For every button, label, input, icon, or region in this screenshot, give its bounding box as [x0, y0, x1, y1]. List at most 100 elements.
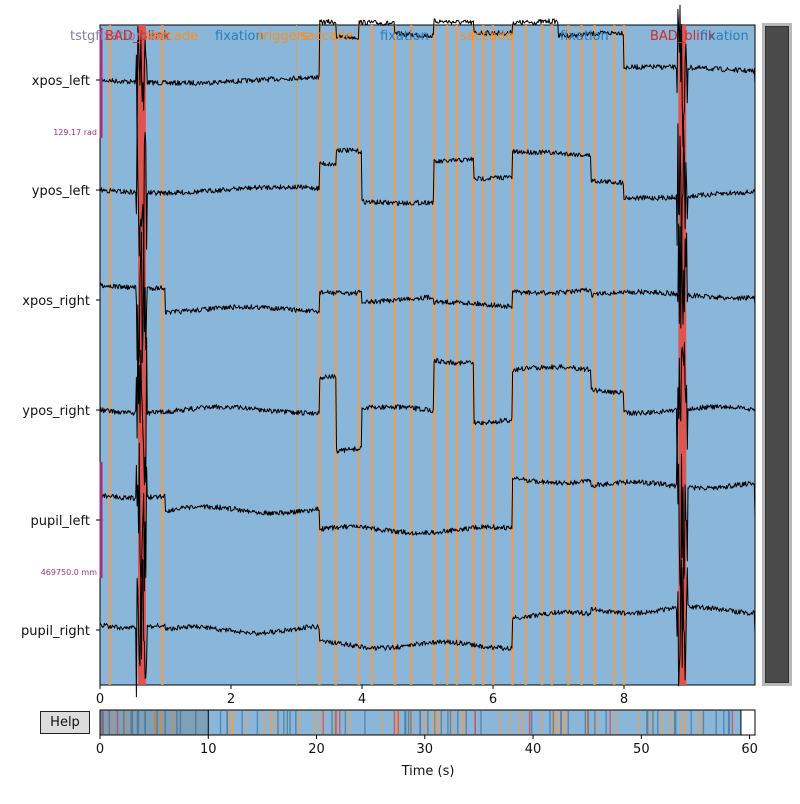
help-button[interactable]: Help: [40, 711, 90, 734]
x-tick-label: 0: [96, 692, 104, 707]
overview-mark: [404, 711, 406, 734]
overview-mark: [231, 711, 234, 734]
overview-x-tick-label: 50: [633, 742, 650, 757]
channel-label-pupil_left[interactable]: pupil_left: [30, 514, 90, 529]
overview-mark: [528, 711, 531, 734]
overview-mark: [660, 711, 663, 734]
overview-mark: [541, 711, 543, 734]
overview-mark: [125, 711, 127, 734]
overview-mark: [517, 711, 520, 734]
channel-label-pupil_right[interactable]: pupil_right: [21, 624, 90, 639]
channel-label-xpos_right[interactable]: xpos_right: [22, 294, 90, 309]
annotation-label: fixation: [380, 29, 429, 44]
channel-label-xpos_left[interactable]: xpos_left: [32, 74, 90, 89]
overview-mark: [295, 711, 297, 734]
overview-mark: [256, 711, 259, 734]
saccade-line: [593, 25, 596, 685]
annotation-label: triggers: [258, 29, 309, 44]
overview-mark: [715, 711, 717, 734]
overview-mark: [153, 711, 156, 734]
channel-label-ypos_left[interactable]: ypos_left: [32, 184, 90, 199]
trace-ypos_right: [99, 333, 756, 486]
saccade-line: [370, 25, 374, 685]
bad-span-1: [678, 25, 687, 685]
overview-mark: [226, 711, 228, 734]
overview-mark: [395, 711, 398, 734]
overview-mark: [101, 711, 103, 734]
annotation-label: BAD_blink: [105, 29, 171, 44]
saccade-line: [491, 25, 495, 685]
overview-mark: [554, 711, 557, 734]
overview-mark: [652, 711, 654, 734]
annotation-label: fixation: [700, 29, 749, 44]
overview-mark: [137, 711, 140, 734]
overview-mark: [585, 711, 588, 734]
overview-mark: [313, 711, 315, 734]
saccade-line: [580, 25, 583, 685]
overview-mark: [195, 711, 197, 734]
overview-mark: [561, 711, 564, 734]
overview-mark: [731, 711, 734, 734]
overview-mark: [277, 711, 279, 734]
overview-mark: [521, 711, 524, 734]
overview-mark: [154, 711, 157, 734]
overview-mark: [499, 711, 501, 734]
overview-mark: [176, 711, 178, 734]
overview-view-window[interactable]: [99, 709, 209, 736]
overview-mark: [563, 711, 566, 734]
saccade-line: [612, 25, 616, 685]
scale-bars: 129.17 rad 469750.0 mm: [41, 28, 103, 578]
overview-mark: [319, 711, 321, 734]
overview-mark: [241, 711, 243, 734]
saccade-line: [455, 25, 459, 685]
x-tick-label: 6: [489, 692, 497, 707]
overview-mark: [405, 711, 407, 734]
overview-mark: [286, 711, 289, 734]
overview-mark: [407, 711, 410, 734]
overview-mark: [690, 711, 692, 734]
annotation-label: tstgfixationtion: [70, 29, 169, 44]
overview-mark: [364, 711, 366, 734]
channel-label-ypos_right[interactable]: ypos_right: [22, 404, 90, 419]
vertical-scrollbar[interactable]: [762, 23, 792, 686]
overview-mark: [116, 711, 119, 734]
overview-mark: [433, 711, 436, 734]
overview-mark: [245, 711, 247, 734]
overview-mark: [530, 711, 533, 734]
annotation-label: saccade: [145, 29, 198, 44]
overview-mark: [331, 711, 333, 734]
plot-background: [99, 24, 756, 686]
overview-mark: [447, 711, 449, 734]
overview-mark: [651, 711, 653, 734]
vertical-scrollbar-thumb[interactable]: [765, 26, 789, 683]
overview-mark: [269, 711, 272, 734]
overview-mark: [615, 711, 617, 734]
overview-mark: [440, 711, 443, 734]
overview-mark: [474, 711, 476, 734]
overview-mark: [449, 711, 452, 734]
overview-mark: [647, 711, 649, 734]
overview-x-tick-label: 0: [96, 742, 104, 757]
overview-mark: [595, 711, 598, 734]
overview-mark: [463, 711, 465, 734]
overview-mark: [465, 711, 467, 734]
overview-mark: [728, 711, 731, 734]
overview-mark: [344, 711, 347, 734]
overview-mark: [609, 711, 611, 734]
overview-mark: [480, 711, 482, 734]
overview-mark: [587, 711, 589, 734]
saccade-line: [409, 25, 413, 685]
overview-mark: [123, 711, 125, 734]
overview-mark: [637, 711, 640, 734]
overview-mark: [605, 711, 607, 734]
overview-mark: [108, 711, 111, 734]
overview-mark: [219, 711, 222, 734]
overview-mark: [427, 711, 429, 734]
channel-traces: [99, 4, 756, 698]
overview-mark: [727, 711, 730, 734]
overview-mark: [171, 711, 174, 734]
overview-mark: [136, 711, 139, 734]
